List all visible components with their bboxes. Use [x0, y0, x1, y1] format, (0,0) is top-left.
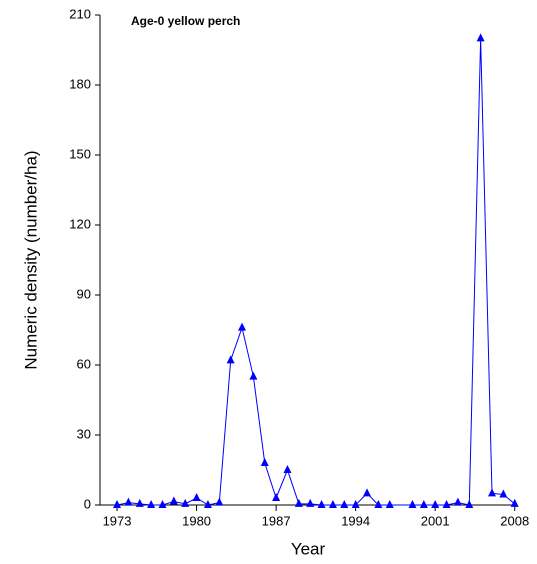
x-tick-label: 1994	[341, 513, 370, 528]
marker	[272, 493, 281, 501]
x-tick-label: 2001	[421, 513, 450, 528]
marker	[260, 458, 269, 466]
y-tick-label: 150	[69, 146, 91, 161]
y-tick-label: 0	[84, 496, 91, 511]
marker	[328, 500, 337, 508]
marker	[203, 500, 212, 508]
marker	[181, 498, 190, 507]
y-tick-label: 90	[77, 286, 91, 301]
y-tick-label: 180	[69, 76, 91, 91]
marker	[385, 500, 394, 508]
series-line	[116, 38, 516, 506]
x-tick-label: 1987	[262, 513, 291, 528]
marker	[124, 497, 133, 506]
marker	[374, 500, 383, 508]
x-tick-label: 1980	[182, 513, 211, 528]
marker	[510, 498, 519, 507]
marker	[499, 489, 508, 498]
x-tick-label: 2008	[500, 513, 529, 528]
marker	[226, 355, 235, 364]
marker	[431, 500, 440, 508]
marker	[283, 465, 292, 473]
marker	[340, 500, 349, 508]
x-tick-label: 1973	[103, 513, 132, 528]
x-axis-label: Year	[291, 539, 326, 558]
marker	[442, 500, 451, 508]
marker	[113, 500, 122, 508]
y-axis-label: Numeric density (number/ha)	[21, 150, 40, 369]
y-tick-label: 60	[77, 356, 91, 371]
y-tick-label: 210	[69, 6, 91, 21]
chart-title: Age-0 yellow perch	[131, 14, 240, 28]
marker	[192, 493, 201, 501]
marker	[306, 498, 315, 507]
marker	[419, 500, 428, 508]
marker	[249, 371, 258, 380]
marker	[476, 33, 485, 42]
y-tick-label: 30	[77, 426, 91, 441]
marker	[238, 322, 247, 331]
marker	[135, 498, 144, 507]
marker	[294, 498, 303, 507]
marker	[363, 488, 372, 497]
marker	[351, 500, 360, 508]
marker	[317, 500, 326, 508]
marker	[169, 496, 178, 505]
marker	[215, 497, 224, 506]
marker	[408, 500, 417, 508]
marker	[147, 500, 156, 508]
marker	[158, 500, 167, 508]
y-tick-label: 120	[69, 216, 91, 231]
marker	[488, 488, 497, 497]
marker	[453, 497, 462, 506]
marker	[465, 500, 474, 508]
